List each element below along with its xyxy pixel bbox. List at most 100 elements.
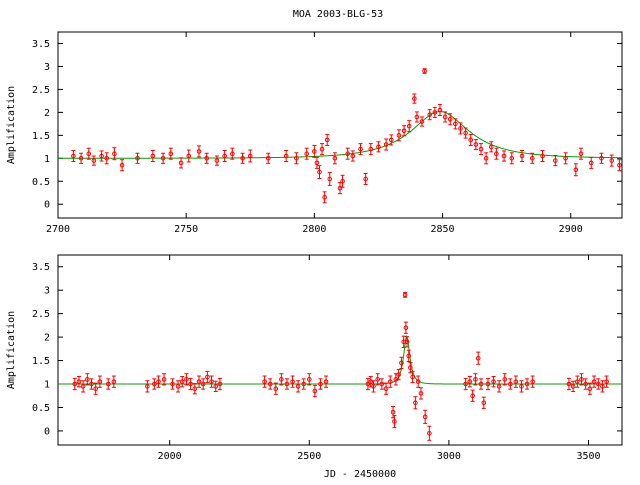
data-point <box>363 172 368 185</box>
marker <box>358 146 363 152</box>
marker <box>112 151 117 157</box>
marker <box>587 386 593 392</box>
data-point <box>524 378 530 390</box>
data-point <box>192 383 198 395</box>
marker <box>414 114 420 120</box>
data-point <box>383 382 389 395</box>
data-point <box>240 152 245 164</box>
marker <box>519 153 525 159</box>
marker <box>273 386 279 392</box>
data-point <box>368 143 374 156</box>
marker <box>200 381 206 387</box>
data-point <box>458 122 463 135</box>
marker <box>508 381 513 387</box>
data-point <box>413 396 418 410</box>
y-tick-label: 1 <box>44 380 50 391</box>
data-point <box>186 149 192 163</box>
data-point <box>473 373 478 386</box>
marker <box>485 381 491 387</box>
data-point <box>478 143 484 156</box>
x-tick-label: 3500 <box>576 451 600 462</box>
data-point <box>402 292 408 298</box>
data-point <box>312 384 318 398</box>
x-tick-label: 3000 <box>437 451 461 462</box>
data-point <box>135 152 140 164</box>
marker <box>196 379 202 384</box>
marker <box>481 400 487 406</box>
data-point <box>553 155 558 167</box>
marker <box>579 377 584 382</box>
marker <box>432 110 438 115</box>
data-point <box>160 152 166 164</box>
zoom-panel: 0 0.5 1 1.5 2 2.5 3 3.5 2700 2750 2800 2850 2900 Ampl… <box>6 31 623 235</box>
x-tick-label: 2850 <box>430 224 454 235</box>
marker <box>453 121 458 127</box>
data-point <box>145 380 150 393</box>
marker <box>168 151 174 157</box>
marker <box>583 381 589 387</box>
marker <box>324 137 330 143</box>
data-point <box>488 141 494 153</box>
data-point <box>175 380 181 393</box>
marker <box>390 409 396 415</box>
marker <box>483 155 489 161</box>
marker <box>104 155 110 161</box>
marker <box>470 393 475 399</box>
marker <box>267 381 273 387</box>
data-point <box>404 336 410 348</box>
marker <box>578 151 584 157</box>
data-point <box>502 373 508 386</box>
marker <box>222 153 227 159</box>
data-point <box>337 182 343 195</box>
marker <box>530 379 535 384</box>
data-point <box>196 145 202 158</box>
data-point <box>375 373 380 386</box>
data-point <box>387 375 393 388</box>
data-point <box>481 396 487 409</box>
marker <box>376 144 381 150</box>
marker <box>312 388 318 394</box>
marker <box>415 379 421 384</box>
marker <box>599 155 604 161</box>
data-point <box>410 370 415 384</box>
marker <box>388 137 394 143</box>
marker <box>387 379 393 384</box>
marker <box>188 381 193 387</box>
data-point <box>414 111 420 123</box>
marker <box>573 167 579 173</box>
marker <box>160 155 166 161</box>
y-tick-label: 3.5 <box>32 39 50 50</box>
marker <box>295 384 301 389</box>
y-tick-label: 1.5 <box>32 131 50 142</box>
data-point <box>496 380 502 393</box>
y-tick-label: 2 <box>44 108 50 119</box>
y-tick-label: 2.5 <box>32 309 50 320</box>
marker <box>186 153 192 159</box>
marker <box>319 146 325 152</box>
marker <box>294 155 299 161</box>
marker <box>600 384 605 389</box>
marker <box>422 68 427 74</box>
data-point <box>570 380 576 393</box>
marker <box>408 365 413 370</box>
marker <box>204 155 209 161</box>
marker <box>301 381 307 387</box>
data-point <box>86 147 92 160</box>
data-point <box>432 106 438 118</box>
marker <box>111 379 117 384</box>
data-point <box>483 152 489 165</box>
data-point <box>365 377 371 391</box>
data-point <box>609 154 615 167</box>
data-point <box>519 149 525 163</box>
marker <box>410 374 415 380</box>
marker <box>566 381 572 387</box>
marker <box>240 155 245 161</box>
plot-frame <box>57 31 623 219</box>
full-panel: 0 0.5 1 1.5 2 2.5 3 3.5 2000 2500 3000 3500 Amplific… <box>6 254 623 480</box>
data-point <box>599 152 604 164</box>
marker <box>93 386 98 392</box>
data-point <box>265 152 271 164</box>
data-point <box>214 155 220 166</box>
data-point <box>403 321 409 334</box>
data-point <box>442 111 448 123</box>
